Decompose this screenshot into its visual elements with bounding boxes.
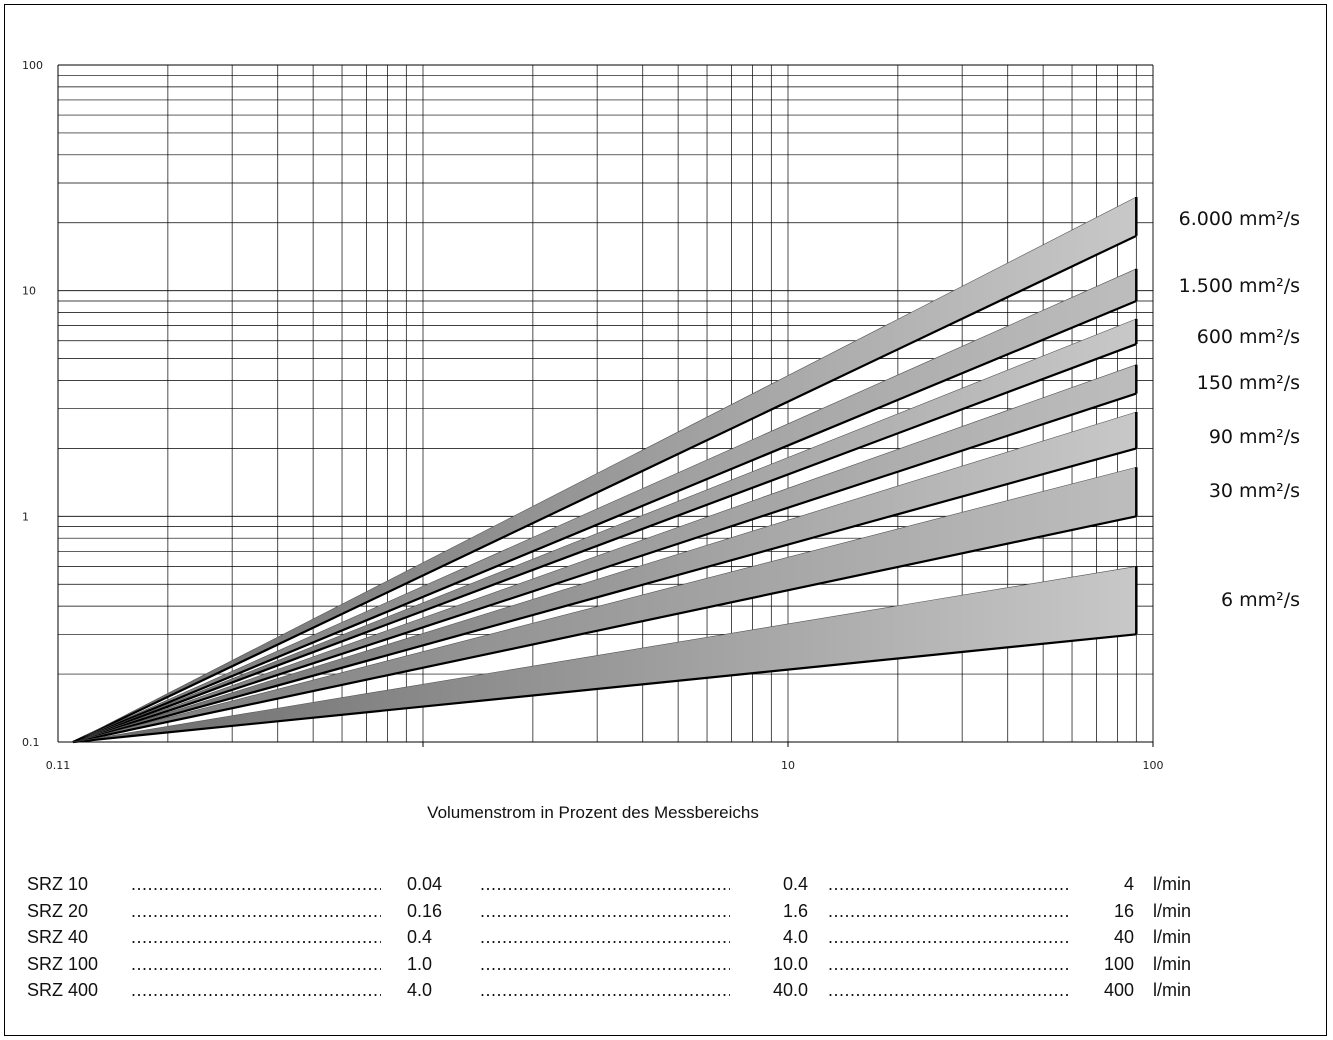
viscosity-bands — [72, 196, 1138, 744]
band-upper-edge — [73, 466, 1137, 743]
band-label: 150 mm²/s — [1197, 372, 1300, 394]
band-lower-edge — [72, 234, 1137, 743]
x-tick-label: 10 — [781, 759, 795, 772]
band-labels: 6.000 mm²/s 1.500 mm²/s 600 mm²/s 150 mm²/s… — [1179, 208, 1300, 611]
band-upper-edge — [72, 268, 1137, 743]
y-tick-label: 100 — [22, 59, 43, 72]
band-upper-edge — [72, 196, 1137, 743]
band-label: 6.000 mm²/s — [1179, 208, 1300, 230]
band-label: 600 mm²/s — [1197, 326, 1300, 348]
band-lower-edge — [72, 392, 1137, 744]
band-lower-edge — [72, 447, 1137, 744]
x-tick-label: 100 — [1143, 759, 1164, 772]
band-upper-edge — [72, 318, 1137, 743]
band-lower-edge — [72, 515, 1137, 744]
band-label: 90 mm²/s — [1209, 426, 1300, 448]
band-upper-edge — [73, 364, 1137, 743]
band-upper-edge — [73, 566, 1137, 743]
band-label: 1.500 mm²/s — [1179, 275, 1300, 297]
x-axis-label: Volumenstrom in Prozent des Messbereichs — [427, 803, 759, 822]
band-lower-edge — [72, 299, 1137, 744]
y-tick-label: 10 — [22, 285, 36, 298]
y-tick-label: 0.1 — [22, 736, 40, 749]
band-upper-edge — [73, 411, 1137, 743]
band-label: 30 mm²/s — [1209, 480, 1300, 502]
band-lower-edge — [72, 633, 1137, 744]
y-tick-label: 1 — [22, 510, 29, 523]
band-lower-edge — [72, 343, 1137, 744]
axis-ticks: 100 10 1 0.1 0.11 10 100 — [22, 59, 1164, 772]
x-tick-label: 0.11 — [46, 759, 71, 772]
band-label: 6 mm²/s — [1221, 589, 1300, 611]
